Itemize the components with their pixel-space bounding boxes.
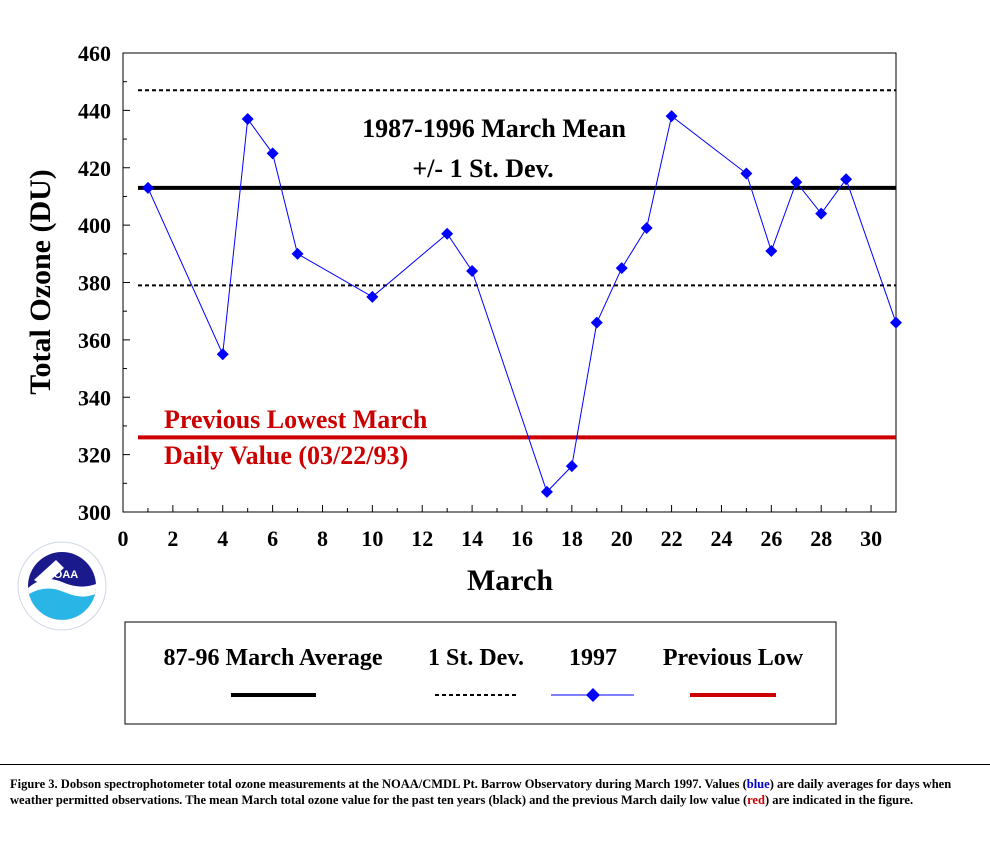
- data-point: [765, 244, 778, 257]
- data-point: [466, 265, 479, 278]
- y-tick-label: 340: [78, 385, 111, 410]
- data-point: [266, 147, 279, 160]
- low-annotation-line2: Daily Value (03/22/93): [164, 441, 408, 470]
- legend-label-1997: 1997: [569, 645, 617, 671]
- x-tick-label: 30: [860, 526, 882, 551]
- x-tick-label: 24: [710, 526, 732, 551]
- svg-text:NOAA: NOAA: [46, 569, 78, 581]
- low-annotation-line1: Previous Lowest March: [164, 405, 428, 434]
- data-point: [141, 181, 154, 194]
- x-tick-label: 4: [217, 526, 228, 551]
- y-tick-label: 300: [78, 500, 111, 525]
- data-point: [615, 262, 628, 275]
- caption-red-word: red: [747, 793, 765, 807]
- x-tick-label: 18: [561, 526, 583, 551]
- x-tick-label: 16: [511, 526, 533, 551]
- data-point: [815, 207, 828, 220]
- data-point: [665, 110, 678, 123]
- noaa-logo-icon: NOAA: [17, 541, 107, 631]
- data-point: [291, 247, 304, 260]
- series-1997: [141, 110, 902, 498]
- data-point: [241, 112, 254, 125]
- x-axis-title: March: [467, 564, 553, 597]
- caption-part3: ) are indicated in the figure.: [764, 793, 914, 807]
- reference-lines: [138, 89, 896, 440]
- series-line: [147, 115, 897, 493]
- caption-blue-word: blue: [746, 777, 770, 791]
- y-tick-label: 420: [78, 156, 111, 181]
- figure-caption: Figure 3. Dobson spectrophotometer total…: [10, 776, 970, 808]
- legend-label-previous-low: Previous Low: [663, 645, 804, 671]
- y-tick-label: 380: [78, 271, 111, 296]
- y-tick-label: 460: [78, 41, 111, 66]
- x-tick-label: 28: [810, 526, 832, 551]
- data-point: [216, 348, 229, 361]
- y-tick-label: 400: [78, 213, 111, 238]
- y-tick-label: 320: [78, 443, 111, 468]
- x-tick-label: 8: [317, 526, 328, 551]
- x-tick-label: 2: [167, 526, 178, 551]
- data-point: [441, 227, 454, 240]
- x-tick-label: 14: [461, 526, 483, 551]
- caption-part1: Figure 3. Dobson spectrophotometer total…: [10, 777, 747, 791]
- y-tick-label: 360: [78, 328, 111, 353]
- data-point: [590, 316, 603, 329]
- data-point: [366, 290, 379, 303]
- data-point: [740, 167, 753, 180]
- data-point: [540, 485, 553, 498]
- data-point: [565, 460, 578, 473]
- legend-label-average: 87-96 March Average: [163, 645, 382, 671]
- x-tick-label: 10: [361, 526, 383, 551]
- x-tick-label: 20: [611, 526, 633, 551]
- data-point: [840, 173, 853, 186]
- x-tick-label: 12: [411, 526, 433, 551]
- y-tick-label: 440: [78, 98, 111, 123]
- x-tick-label: 26: [760, 526, 782, 551]
- data-point: [790, 176, 803, 189]
- x-tick-label: 6: [267, 526, 278, 551]
- legend-label-stdev: 1 St. Dev.: [428, 645, 524, 671]
- data-point: [890, 316, 902, 329]
- caption-divider: [0, 764, 990, 765]
- data-point: [640, 221, 653, 234]
- legend-box: [124, 621, 837, 725]
- x-tick-label: 0: [118, 526, 129, 551]
- y-axis-title: Total Ozone (DU): [24, 169, 57, 395]
- legend-swatch-1997-marker: [586, 688, 600, 702]
- mean-annotation-line2: +/- 1 St. Dev.: [412, 154, 553, 183]
- x-tick-label: 22: [661, 526, 683, 551]
- caption-part2: ) are daily averages for days when weath…: [10, 777, 952, 807]
- mean-annotation-line1: 1987-1996 March Mean: [362, 114, 626, 143]
